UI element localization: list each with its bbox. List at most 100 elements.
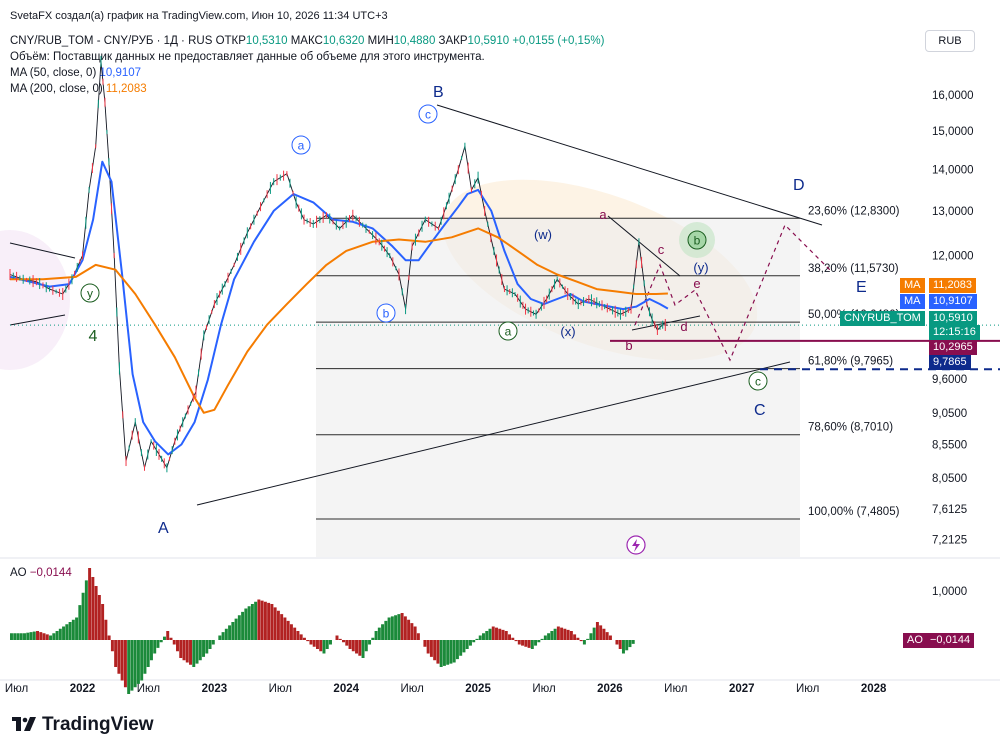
wave-label-D: D: [793, 177, 805, 194]
lightning-icon: [632, 539, 640, 552]
ao-bar: [576, 637, 580, 640]
ao-bar: [166, 631, 170, 640]
ao-bar: [176, 640, 179, 652]
ao-bar: [361, 640, 365, 658]
ao-axis-tick: 1,0000: [932, 586, 967, 598]
ao-bar: [397, 614, 401, 640]
ao-bar: [159, 640, 163, 643]
currency-button[interactable]: RUB: [925, 30, 975, 52]
ao-bar: [71, 619, 75, 640]
open-label: ОТКР: [215, 35, 246, 47]
ao-bar: [84, 580, 88, 640]
projected-wave-path: [634, 223, 831, 362]
ao-bar: [338, 638, 342, 640]
ao-bar: [527, 640, 531, 648]
ao-bar: [530, 640, 534, 649]
ao-bar: [78, 605, 82, 640]
wave-label-a-top-circle: [291, 135, 311, 155]
symbol-legend[interactable]: CNY/RUB_TOM - CNY/РУБ · 1Д · RUS ОТКР10,…: [10, 35, 604, 47]
ao-bar: [189, 640, 192, 665]
tradingview-logo[interactable]: TradingView: [12, 714, 154, 736]
wave-label-w: (w): [534, 227, 552, 242]
ao-bar: [459, 640, 463, 656]
ao-bar: [241, 611, 245, 640]
ao-bar: [485, 631, 489, 640]
ao-bar: [29, 632, 33, 640]
fib-retracement-area: [316, 218, 800, 557]
ma50-badge: MA: [900, 294, 925, 309]
ao-bar: [403, 616, 407, 640]
ao-bar: [573, 634, 577, 640]
time-axis-tick: Июл: [269, 683, 292, 695]
ao-bar: [32, 631, 36, 640]
ao-bar: [374, 631, 378, 640]
price-axis-tick: 13,0000: [932, 206, 974, 218]
ao-bar: [329, 640, 332, 645]
ao-bar: [589, 633, 593, 640]
ao-label: AO: [10, 567, 27, 579]
ao-bar: [517, 640, 521, 645]
ma50-legend[interactable]: MA (50, close, 0) 10,9107: [10, 67, 141, 79]
ao-bar: [501, 629, 505, 640]
ao-bar: [602, 628, 606, 640]
fib-level-label: 38,20% (11,5730): [808, 263, 899, 275]
level-badge-9-7865: 9,7865: [929, 355, 971, 370]
ao-bar: [195, 640, 199, 664]
ao-bar: [88, 568, 92, 640]
ao-bar: [514, 640, 518, 642]
ao-bar: [114, 640, 118, 667]
ao-bar: [218, 635, 222, 640]
wave-label-b-circle: b: [694, 234, 701, 248]
ao-bar: [628, 640, 632, 648]
high-label: МАКС: [290, 35, 323, 47]
ma200-badge-value: 11,2083: [929, 278, 976, 293]
ao-value: −0,0144: [29, 567, 72, 579]
ao-bar: [280, 614, 284, 640]
ao-bar: [631, 640, 635, 644]
symbol-name[interactable]: CNY/RUB_TOM - CNY/РУБ · 1Д · RUS: [10, 35, 213, 47]
ao-bar: [534, 640, 538, 646]
ao-bar: [130, 640, 134, 691]
ao-bar: [550, 631, 554, 640]
price-axis-tick: 7,6125: [932, 504, 967, 516]
ma50-value: 10,9107: [99, 67, 142, 79]
ao-bar: [10, 633, 13, 640]
time-axis-tick: 2027: [729, 683, 755, 695]
volume-note: Объём: Поставщик данных не предоставляет…: [10, 51, 485, 63]
ao-bar: [468, 640, 472, 646]
ao-bar: [377, 627, 381, 640]
wave-label-b-mid-circle: [376, 303, 396, 323]
ao-bar: [52, 633, 56, 640]
ao-bar: [13, 633, 17, 640]
ao-bar: [306, 640, 310, 642]
ao-bar: [322, 640, 326, 654]
ao-bar: [625, 640, 629, 651]
time-axis-tick: Июл: [664, 683, 687, 695]
wave-label-a-top: a: [298, 139, 305, 153]
ao-legend[interactable]: AO −0,0144: [10, 567, 72, 579]
ao-bar: [136, 640, 140, 684]
time-axis-tick: Июл: [400, 683, 423, 695]
ma200-badge-tag: MA: [904, 279, 921, 291]
byline: SvetaFX создал(а) график на TradingView.…: [10, 10, 388, 22]
ma200-legend[interactable]: MA (200, close, 0) 11,2083: [10, 83, 147, 95]
ao-bar: [446, 640, 450, 665]
tradingview-logo-icon: [12, 717, 36, 731]
ao-bar: [192, 640, 196, 667]
ao-bar: [439, 640, 443, 667]
ao-bar: [276, 610, 280, 640]
price-axis-tick: 14,0000: [932, 165, 974, 177]
ao-bar: [410, 623, 414, 640]
ao-bar: [504, 631, 508, 640]
wave-label-c-top: c: [425, 108, 431, 122]
ma50-badge-value: 10,9107: [929, 294, 977, 309]
wave-label-E: E: [856, 279, 867, 296]
left-trendline-bottom: [9, 314, 66, 326]
ao-bar: [472, 640, 476, 643]
ao-bar: [586, 638, 590, 640]
ao-bar: [423, 640, 427, 647]
ao-bar: [595, 622, 599, 640]
ao-bar: [299, 634, 303, 640]
time-axis-tick: 2025: [465, 683, 491, 695]
